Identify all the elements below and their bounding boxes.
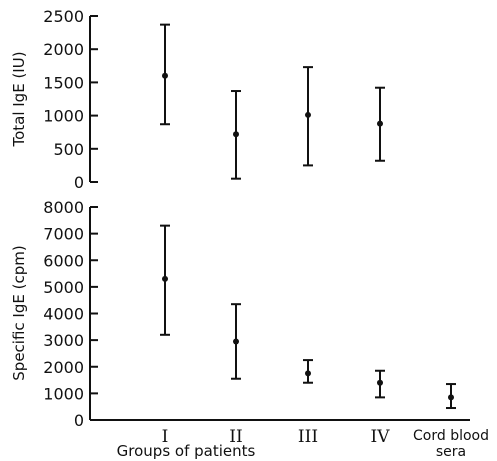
mean-point — [448, 394, 454, 401]
data-point-group — [303, 66, 313, 167]
y-tick-label: 2000 — [43, 358, 84, 377]
y-tick-label: 2000 — [43, 40, 84, 59]
y-tick-label: 6000 — [43, 251, 84, 270]
y-tick-label: 5000 — [43, 278, 84, 297]
mean-point — [162, 72, 168, 79]
mean-point — [377, 120, 383, 127]
x-axis-label: Groups of patients — [117, 442, 256, 460]
data-point-group — [375, 369, 385, 399]
y-tick-label: 8000 — [43, 198, 84, 217]
mean-point — [377, 379, 383, 386]
x-tick-label: IV — [371, 427, 391, 447]
y-tick-label: 1000 — [43, 384, 84, 403]
data-point-group — [160, 224, 170, 336]
data-point-group — [375, 86, 385, 162]
x-tick-label: sera — [436, 444, 466, 460]
data-point-group — [231, 303, 241, 380]
y-tick-label: 4000 — [43, 305, 84, 324]
x-tick-label: Cord blood — [413, 428, 489, 444]
y-tick-label: 1000 — [43, 107, 84, 126]
data-point-group — [160, 23, 170, 126]
mean-point — [305, 370, 311, 377]
y-tick-label: 2500 — [43, 7, 84, 26]
total-ige-y-axis-label: Total IgE (IU) — [10, 51, 28, 147]
x-tick-label: II — [229, 427, 242, 447]
x-tick-label: I — [162, 427, 169, 447]
specific-ige-y-axis-label: Specific IgE (cpm) — [10, 245, 28, 380]
y-tick-label: 0 — [74, 411, 84, 430]
y-tick-label: 7000 — [43, 225, 84, 244]
mean-point — [162, 275, 168, 282]
y-tick-label: 3000 — [43, 331, 84, 350]
x-tick-label: III — [298, 427, 318, 447]
data-point-group — [446, 383, 456, 410]
total-ige-panel: 0 500 1000 1500 2000 2500 Total IgE (IU) — [10, 7, 385, 192]
data-point-group — [303, 359, 313, 384]
mean-point — [233, 338, 239, 345]
y-tick-label: 500 — [53, 140, 84, 159]
y-tick-label: 1500 — [43, 73, 84, 92]
mean-point — [233, 131, 239, 138]
y-tick-label: 0 — [74, 173, 84, 192]
data-point-group — [231, 90, 241, 180]
mean-point — [305, 111, 311, 118]
